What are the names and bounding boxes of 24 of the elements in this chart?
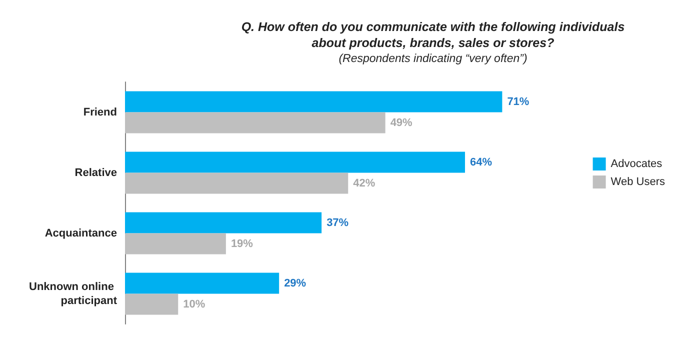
data-label: 19%: [230, 238, 254, 250]
legend-label: Web Users: [610, 176, 666, 188]
bar: [125, 91, 502, 112]
bar: [125, 112, 386, 134]
bar: [125, 172, 348, 194]
data-label: 29%: [284, 277, 306, 290]
data-label: 64%: [470, 156, 492, 168]
data-label: 37%: [326, 216, 349, 229]
bar: [125, 294, 178, 315]
bar: [125, 272, 280, 294]
data-label: 49%: [390, 116, 413, 129]
y-tick-label: Unknown online participant: [29, 280, 118, 307]
bar: [125, 212, 322, 234]
chart-subtitle: (Respondents indicating “very often”): [338, 53, 528, 65]
legend-label: Advocates: [610, 158, 663, 170]
data-label: 71%: [507, 96, 530, 108]
chart-title: Q. How often do you communicate with the following individuals about products, brands, sales or stores?: [241, 20, 625, 50]
y-tick-label: Relative: [74, 166, 117, 179]
y-tick-label: Acquaintance: [44, 227, 117, 240]
y-tick-label: Friend: [83, 106, 117, 118]
bar: [125, 152, 465, 173]
bar: [125, 233, 226, 254]
data-label: 42%: [353, 177, 376, 190]
data-label: 10%: [183, 298, 206, 310]
